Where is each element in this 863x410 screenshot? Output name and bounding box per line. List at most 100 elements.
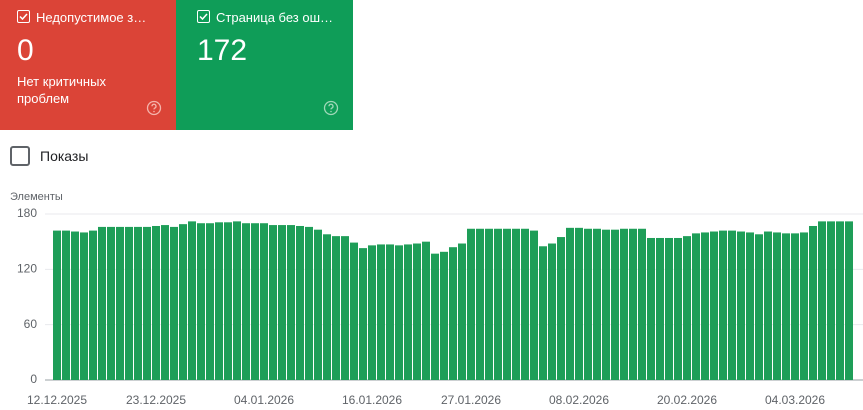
bar — [215, 222, 223, 380]
card-value: 172 — [197, 34, 248, 67]
bar — [233, 221, 241, 380]
bar — [530, 230, 538, 380]
bar — [386, 244, 394, 380]
bar — [476, 228, 484, 380]
bar — [62, 230, 70, 380]
bar — [827, 221, 835, 380]
bar — [503, 228, 511, 380]
bar — [413, 243, 421, 380]
bar — [809, 225, 817, 380]
bar — [98, 226, 106, 380]
bar — [575, 227, 583, 380]
bar — [800, 232, 808, 380]
bar — [836, 221, 844, 380]
x-tick-label: 04.03.2026 — [765, 393, 825, 407]
error-card[interactable]: Недопустимое з… 0 Нет критичных проблем — [0, 0, 176, 130]
bar — [71, 231, 79, 380]
card-description: Нет критичных проблем — [17, 74, 106, 106]
bar — [224, 222, 232, 380]
bar — [350, 242, 358, 380]
bar — [287, 225, 295, 380]
bar — [422, 241, 430, 380]
help-icon[interactable] — [323, 100, 339, 116]
bar — [674, 237, 682, 380]
bar — [620, 228, 628, 380]
x-tick-label: 27.01.2026 — [441, 393, 501, 407]
bar — [737, 231, 745, 380]
bar — [80, 232, 88, 380]
bar — [143, 226, 151, 380]
bar — [566, 227, 574, 380]
bar — [152, 225, 160, 380]
bar — [269, 225, 277, 380]
card-value: 0 — [17, 34, 34, 67]
bar — [494, 228, 502, 380]
bar — [458, 243, 466, 380]
bar — [593, 228, 601, 380]
bar — [746, 232, 754, 380]
bar — [332, 236, 340, 380]
bar — [755, 234, 763, 380]
bar — [368, 245, 376, 380]
bar — [629, 228, 637, 380]
bar — [116, 226, 124, 380]
x-tick-label: 23.12.2025 — [126, 393, 186, 407]
bar — [170, 226, 178, 380]
x-tick-label: 04.01.2026 — [234, 393, 294, 407]
y-axis-label: Элементы — [10, 191, 63, 203]
bar — [107, 226, 115, 380]
help-icon[interactable] — [146, 100, 162, 116]
x-tick-label: 12.12.2025 — [27, 393, 87, 407]
bar — [53, 230, 61, 380]
card-label: Страница без ош… — [216, 10, 334, 25]
bar — [359, 248, 367, 380]
bar — [89, 230, 97, 380]
bar — [296, 225, 304, 380]
bar — [845, 221, 853, 380]
y-tick-label: 180 — [17, 206, 37, 220]
bar — [323, 234, 331, 380]
bar — [692, 233, 700, 380]
bar — [818, 221, 826, 380]
bar — [251, 223, 259, 380]
y-tick-label: 60 — [24, 317, 38, 331]
impressions-toggle[interactable]: Показы — [10, 146, 88, 166]
y-tick-label: 120 — [17, 262, 37, 276]
bar — [206, 223, 214, 380]
bar — [638, 228, 646, 380]
bar — [782, 233, 790, 380]
bar — [764, 231, 772, 380]
bar — [611, 229, 619, 380]
bar — [179, 224, 187, 380]
bar — [485, 228, 493, 380]
card-label: Недопустимое з… — [36, 10, 147, 25]
bar — [710, 231, 718, 380]
valid-card[interactable]: Страница без ош… 172 — [176, 0, 353, 130]
bar — [431, 253, 439, 380]
checkbox-icon — [17, 10, 30, 23]
bar — [656, 237, 664, 380]
bar — [665, 237, 673, 380]
bar — [278, 225, 286, 380]
bar — [197, 223, 205, 380]
bar — [701, 232, 709, 380]
bar — [404, 244, 412, 380]
bar — [584, 228, 592, 380]
y-tick-label: 0 — [30, 372, 37, 386]
checkbox-icon — [197, 10, 210, 23]
bar — [512, 228, 520, 380]
x-tick-label: 16.01.2026 — [342, 393, 402, 407]
bar — [647, 237, 655, 380]
bar — [539, 246, 547, 380]
bar — [548, 243, 556, 380]
bar — [683, 236, 691, 380]
checkbox-label: Показы — [40, 148, 89, 164]
bar — [521, 228, 529, 380]
bar — [161, 225, 169, 380]
bar — [341, 236, 349, 380]
bar — [467, 228, 475, 380]
chart: Элементы 0 60 120 180 12.12.2025 23.12.2025 04… — [10, 191, 863, 407]
bar — [791, 233, 799, 380]
bar — [188, 221, 196, 380]
